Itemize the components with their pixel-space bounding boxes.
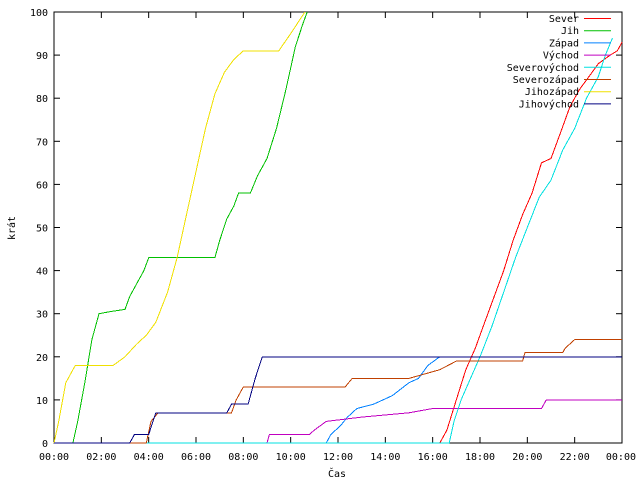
x-axis: 00:00 02:00 04:00 06:00 08:00 10:00 12:00 14:00… — [39, 12, 636, 463]
y-tick-label: 40 — [36, 267, 48, 278]
x-tick-label: 08:00 — [228, 452, 258, 463]
y-tick-label: 30 — [36, 310, 48, 321]
x-tick-label: 00:00 — [606, 452, 636, 463]
legend-label: Východ — [543, 50, 579, 62]
series-lines — [53, 11, 623, 444]
legend-label: Západ — [549, 37, 579, 49]
x-tick-label: 20:00 — [512, 452, 542, 463]
series-line-jih — [54, 11, 308, 444]
series-line-severovýchod — [54, 37, 613, 444]
y-tick-label: 20 — [36, 353, 48, 364]
x-tick-label: 00:00 — [39, 452, 69, 463]
x-tick-label: 10:00 — [276, 452, 306, 463]
y-tick-label: 80 — [36, 94, 48, 105]
legend-label: Jih — [561, 26, 579, 37]
legend-label: Severovýchod — [507, 62, 579, 74]
y-tick-label: 70 — [36, 137, 48, 148]
x-tick-label: 12:00 — [323, 452, 353, 463]
series-line-západ — [54, 356, 622, 444]
series-line-jihozápad — [53, 11, 306, 444]
series-line-severozápad — [54, 339, 622, 444]
y-tick-label: 50 — [36, 224, 48, 235]
x-tick-label: 06:00 — [181, 452, 211, 463]
x-axis-label: Čas — [328, 467, 346, 480]
x-tick-label: 14:00 — [370, 452, 400, 463]
x-tick-label: 02:00 — [86, 452, 116, 463]
series-line-východ — [54, 399, 622, 444]
legend-label: Severozápad — [513, 74, 579, 86]
x-tick-label: 18:00 — [465, 452, 495, 463]
x-tick-label: 16:00 — [418, 452, 448, 463]
legend-label: Jihozápad — [525, 86, 579, 98]
y-tick-label: 90 — [36, 51, 48, 62]
y-tick-label: 100 — [30, 8, 48, 19]
x-tick-label: 04:00 — [134, 452, 164, 463]
legend-label: Sever — [549, 14, 579, 25]
y-tick-label: 10 — [36, 396, 48, 407]
legend: SeverJihZápadVýchodSeverovýchodSeverozáp… — [507, 14, 611, 110]
series-line-sever — [54, 41, 623, 444]
y-tick-label: 60 — [36, 180, 48, 191]
y-tick-label: 0 — [42, 439, 48, 450]
series-line-jihovýchod — [54, 356, 622, 444]
legend-label: Jihovýchod — [519, 98, 579, 110]
x-tick-label: 22:00 — [560, 452, 590, 463]
y-axis-label: krát — [6, 216, 18, 240]
